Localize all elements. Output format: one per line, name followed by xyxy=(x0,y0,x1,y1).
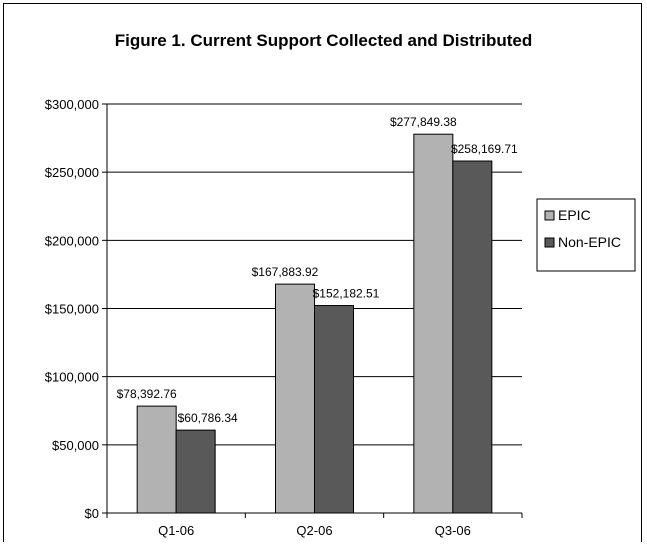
chart-title: Figure 1. Current Support Collected and … xyxy=(114,31,533,50)
legend-swatch-non-epic xyxy=(544,237,555,248)
x-tick-label: Q1-06 xyxy=(158,523,194,538)
data-label: $277,849.38 xyxy=(390,115,457,129)
bar-non-epic-q1-06 xyxy=(175,429,216,514)
x-tick-label: Q3-06 xyxy=(435,523,471,538)
legend-label: EPIC xyxy=(558,207,591,223)
y-tick-label: $50,000 xyxy=(52,438,99,453)
data-label: $258,169.71 xyxy=(451,142,518,156)
data-label: $78,392.76 xyxy=(117,387,177,401)
bar-epic-q1-06 xyxy=(136,405,177,514)
y-tick-label: $200,000 xyxy=(45,233,99,248)
bar-non-epic-q3-06 xyxy=(452,160,493,514)
bar-epic-q3-06 xyxy=(413,133,454,514)
legend-swatch-epic xyxy=(544,210,555,221)
legend-label: Non-EPIC xyxy=(558,234,621,250)
data-label: $152,182.51 xyxy=(313,287,380,301)
y-tick-label: $300,000 xyxy=(45,97,99,112)
x-tick-label: Q2-06 xyxy=(296,523,332,538)
y-tick-label: $100,000 xyxy=(45,370,99,385)
bar-non-epic-q2-06 xyxy=(314,305,354,514)
y-tick-label: $0 xyxy=(85,506,99,521)
data-label: $167,883.92 xyxy=(252,265,319,279)
bar-epic-q2-06 xyxy=(275,283,315,514)
y-tick-label: $150,000 xyxy=(45,302,99,317)
y-tick-label: $250,000 xyxy=(45,165,99,180)
data-label: $60,786.34 xyxy=(178,411,238,425)
